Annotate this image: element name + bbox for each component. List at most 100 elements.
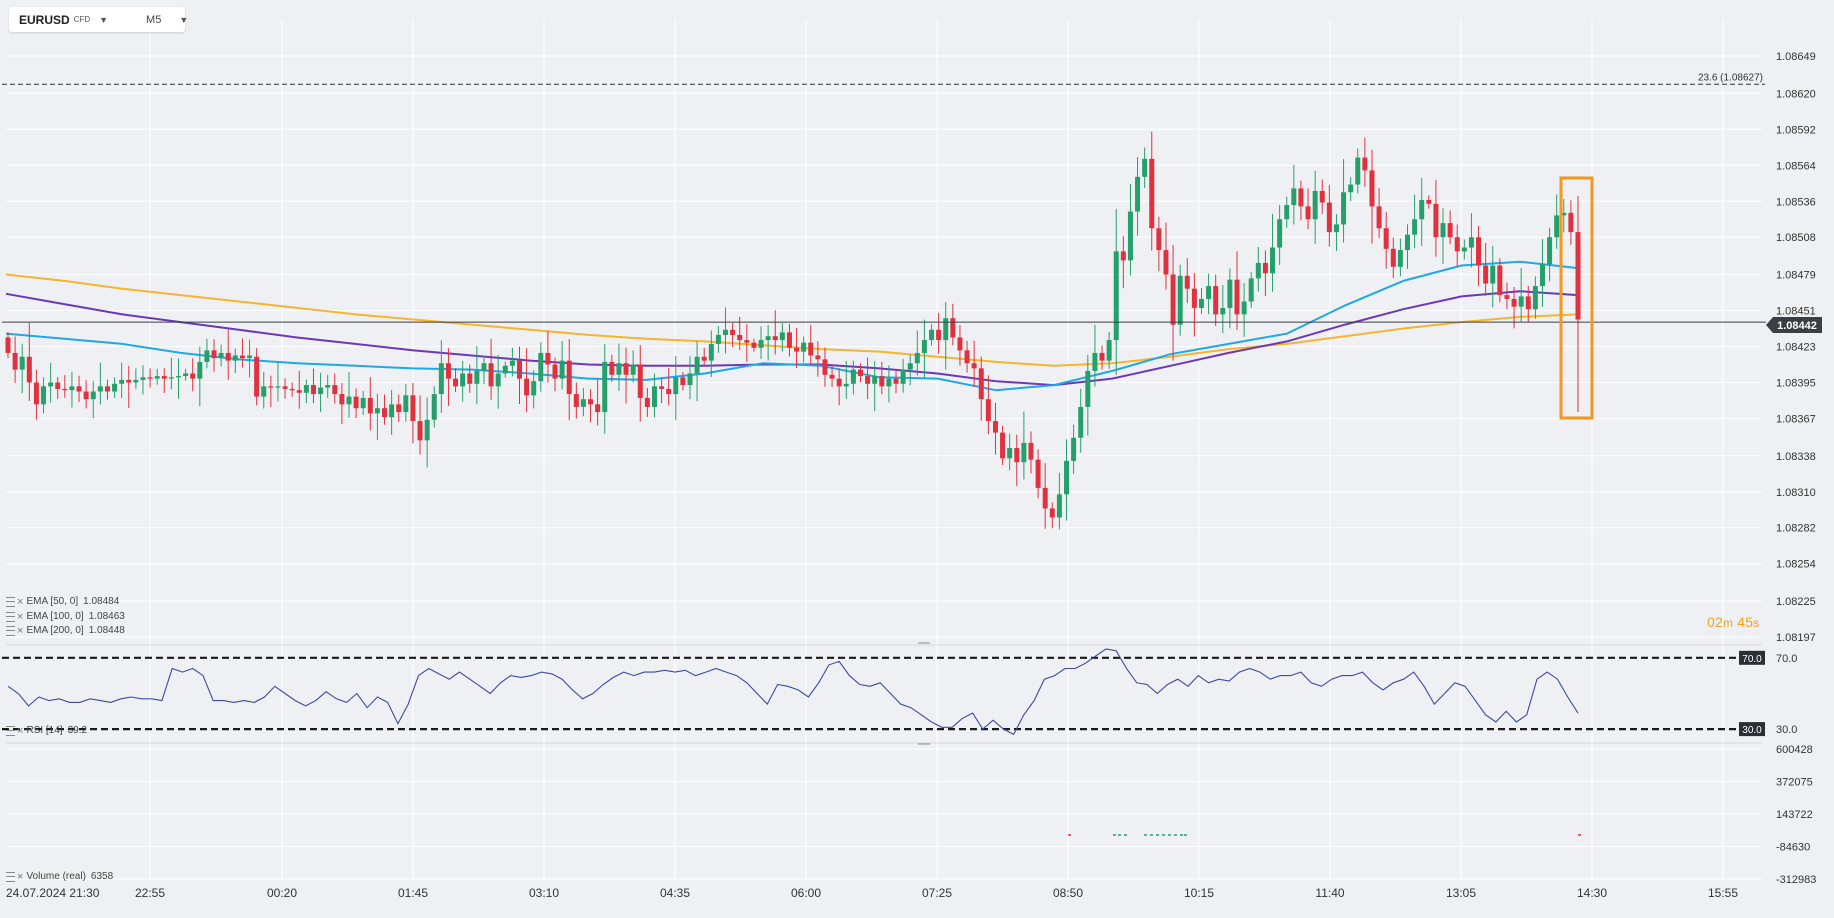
candle bbox=[445, 348, 451, 406]
candle bbox=[1383, 211, 1389, 269]
candle bbox=[1341, 159, 1347, 243]
candle bbox=[701, 347, 707, 366]
candle bbox=[552, 357, 558, 392]
candle bbox=[715, 326, 721, 353]
y-tick-label: 1.08423 bbox=[1776, 342, 1816, 354]
settings-icon[interactable] bbox=[6, 625, 15, 636]
x-tick-label: 13:05 bbox=[1446, 886, 1476, 900]
candle bbox=[48, 362, 54, 403]
settings-icon[interactable] bbox=[6, 725, 15, 736]
candle bbox=[907, 354, 913, 386]
candle bbox=[1014, 434, 1020, 487]
candle bbox=[588, 389, 594, 423]
candle bbox=[1490, 245, 1496, 308]
candle bbox=[786, 323, 792, 357]
candle bbox=[971, 340, 977, 387]
candle bbox=[1234, 251, 1240, 330]
candle bbox=[1397, 238, 1403, 277]
candle bbox=[772, 310, 778, 355]
candle bbox=[872, 361, 878, 412]
candle bbox=[1440, 208, 1446, 265]
settings-icon[interactable] bbox=[6, 596, 15, 607]
candle bbox=[1120, 236, 1126, 289]
x-tick-label: 08:50 bbox=[1053, 886, 1083, 900]
candle bbox=[1461, 239, 1467, 260]
settings-icon[interactable] bbox=[6, 611, 15, 622]
settings-icon[interactable] bbox=[6, 871, 15, 882]
candle bbox=[992, 402, 998, 455]
candle bbox=[723, 307, 729, 354]
highlight-box bbox=[1559, 176, 1594, 420]
legend-volume[interactable]: × Volume (real) 6358 bbox=[6, 871, 113, 882]
candle bbox=[1504, 282, 1510, 310]
candle bbox=[1369, 149, 1375, 244]
time-axis[interactable]: 24.07.2024 21:30 22:55 00:20 01:45 03:10 04:3… bbox=[6, 886, 1738, 900]
candle bbox=[1220, 285, 1226, 334]
candle bbox=[481, 355, 487, 385]
candle bbox=[12, 336, 18, 384]
legend-ema50[interactable]: × EMA [50, 0] 1.08484 bbox=[6, 596, 119, 607]
candle bbox=[1326, 184, 1332, 247]
price-axis[interactable]: 1.08649 1.08620 1.08592 1.08564 1.08536 1.085… bbox=[1776, 51, 1816, 644]
symbol-selector[interactable]: EURUSD CFD ▼ M5 ▼ bbox=[9, 7, 189, 32]
candle bbox=[850, 360, 856, 395]
symbol-type: CFD bbox=[73, 15, 91, 24]
candle bbox=[1532, 276, 1538, 319]
candle bbox=[1468, 213, 1474, 268]
candle bbox=[168, 357, 174, 390]
candle bbox=[509, 347, 515, 377]
close-icon[interactable]: × bbox=[17, 595, 24, 608]
legend-ema100[interactable]: × EMA [100, 0] 1.08463 bbox=[6, 611, 125, 622]
candle bbox=[680, 372, 686, 391]
close-icon[interactable]: × bbox=[17, 724, 24, 737]
candle bbox=[1227, 268, 1233, 329]
current-price-label: 1.08442 bbox=[1777, 320, 1817, 332]
candle bbox=[211, 339, 217, 372]
candle bbox=[893, 369, 899, 394]
candle bbox=[801, 336, 807, 363]
rsi-level-tag bbox=[1739, 650, 1765, 665]
candle bbox=[651, 373, 657, 418]
candle bbox=[1454, 224, 1460, 267]
rsi-level-tag bbox=[1739, 722, 1765, 737]
candle bbox=[687, 356, 693, 400]
rsi-axis-label: 70.0 bbox=[1776, 653, 1797, 665]
candle bbox=[1035, 449, 1041, 499]
legend-ema200[interactable]: × EMA [200, 0] 1.08448 bbox=[6, 625, 125, 636]
chevron-down-icon[interactable]: ▼ bbox=[99, 14, 109, 25]
candle bbox=[595, 379, 601, 426]
candle bbox=[275, 361, 281, 402]
candle bbox=[119, 362, 125, 399]
legend-rsi[interactable]: × RSI [14] 39.2 bbox=[6, 725, 87, 736]
candles bbox=[5, 131, 1581, 530]
candle bbox=[566, 339, 572, 421]
candle bbox=[964, 340, 970, 373]
candle bbox=[339, 383, 345, 425]
candle bbox=[1206, 273, 1212, 315]
y-tick-label: 1.08620 bbox=[1776, 88, 1816, 100]
candle bbox=[630, 350, 636, 383]
close-icon[interactable]: × bbox=[17, 870, 24, 883]
ema100-label: EMA [100, 0] bbox=[26, 611, 84, 622]
y-tick-label: 1.08451 bbox=[1776, 306, 1816, 318]
candle bbox=[1305, 188, 1311, 230]
ema50-label: EMA [50, 0] bbox=[26, 596, 79, 607]
candle bbox=[1071, 424, 1077, 475]
candle bbox=[531, 370, 537, 409]
candle bbox=[936, 312, 942, 354]
candle bbox=[62, 375, 68, 398]
candle bbox=[1064, 439, 1070, 521]
candle bbox=[1433, 180, 1439, 257]
candle bbox=[268, 375, 274, 408]
chevron-down-icon[interactable]: ▼ bbox=[179, 14, 189, 25]
candle bbox=[133, 368, 139, 389]
candle bbox=[516, 346, 522, 404]
close-icon[interactable]: × bbox=[17, 624, 24, 637]
x-tick-label: 10:15 bbox=[1184, 886, 1214, 900]
candle bbox=[424, 397, 430, 468]
rsi-value: 39.2 bbox=[67, 725, 88, 736]
timeframe-label[interactable]: M5 bbox=[146, 13, 162, 26]
close-icon[interactable]: × bbox=[17, 610, 24, 623]
candle bbox=[289, 382, 295, 397]
